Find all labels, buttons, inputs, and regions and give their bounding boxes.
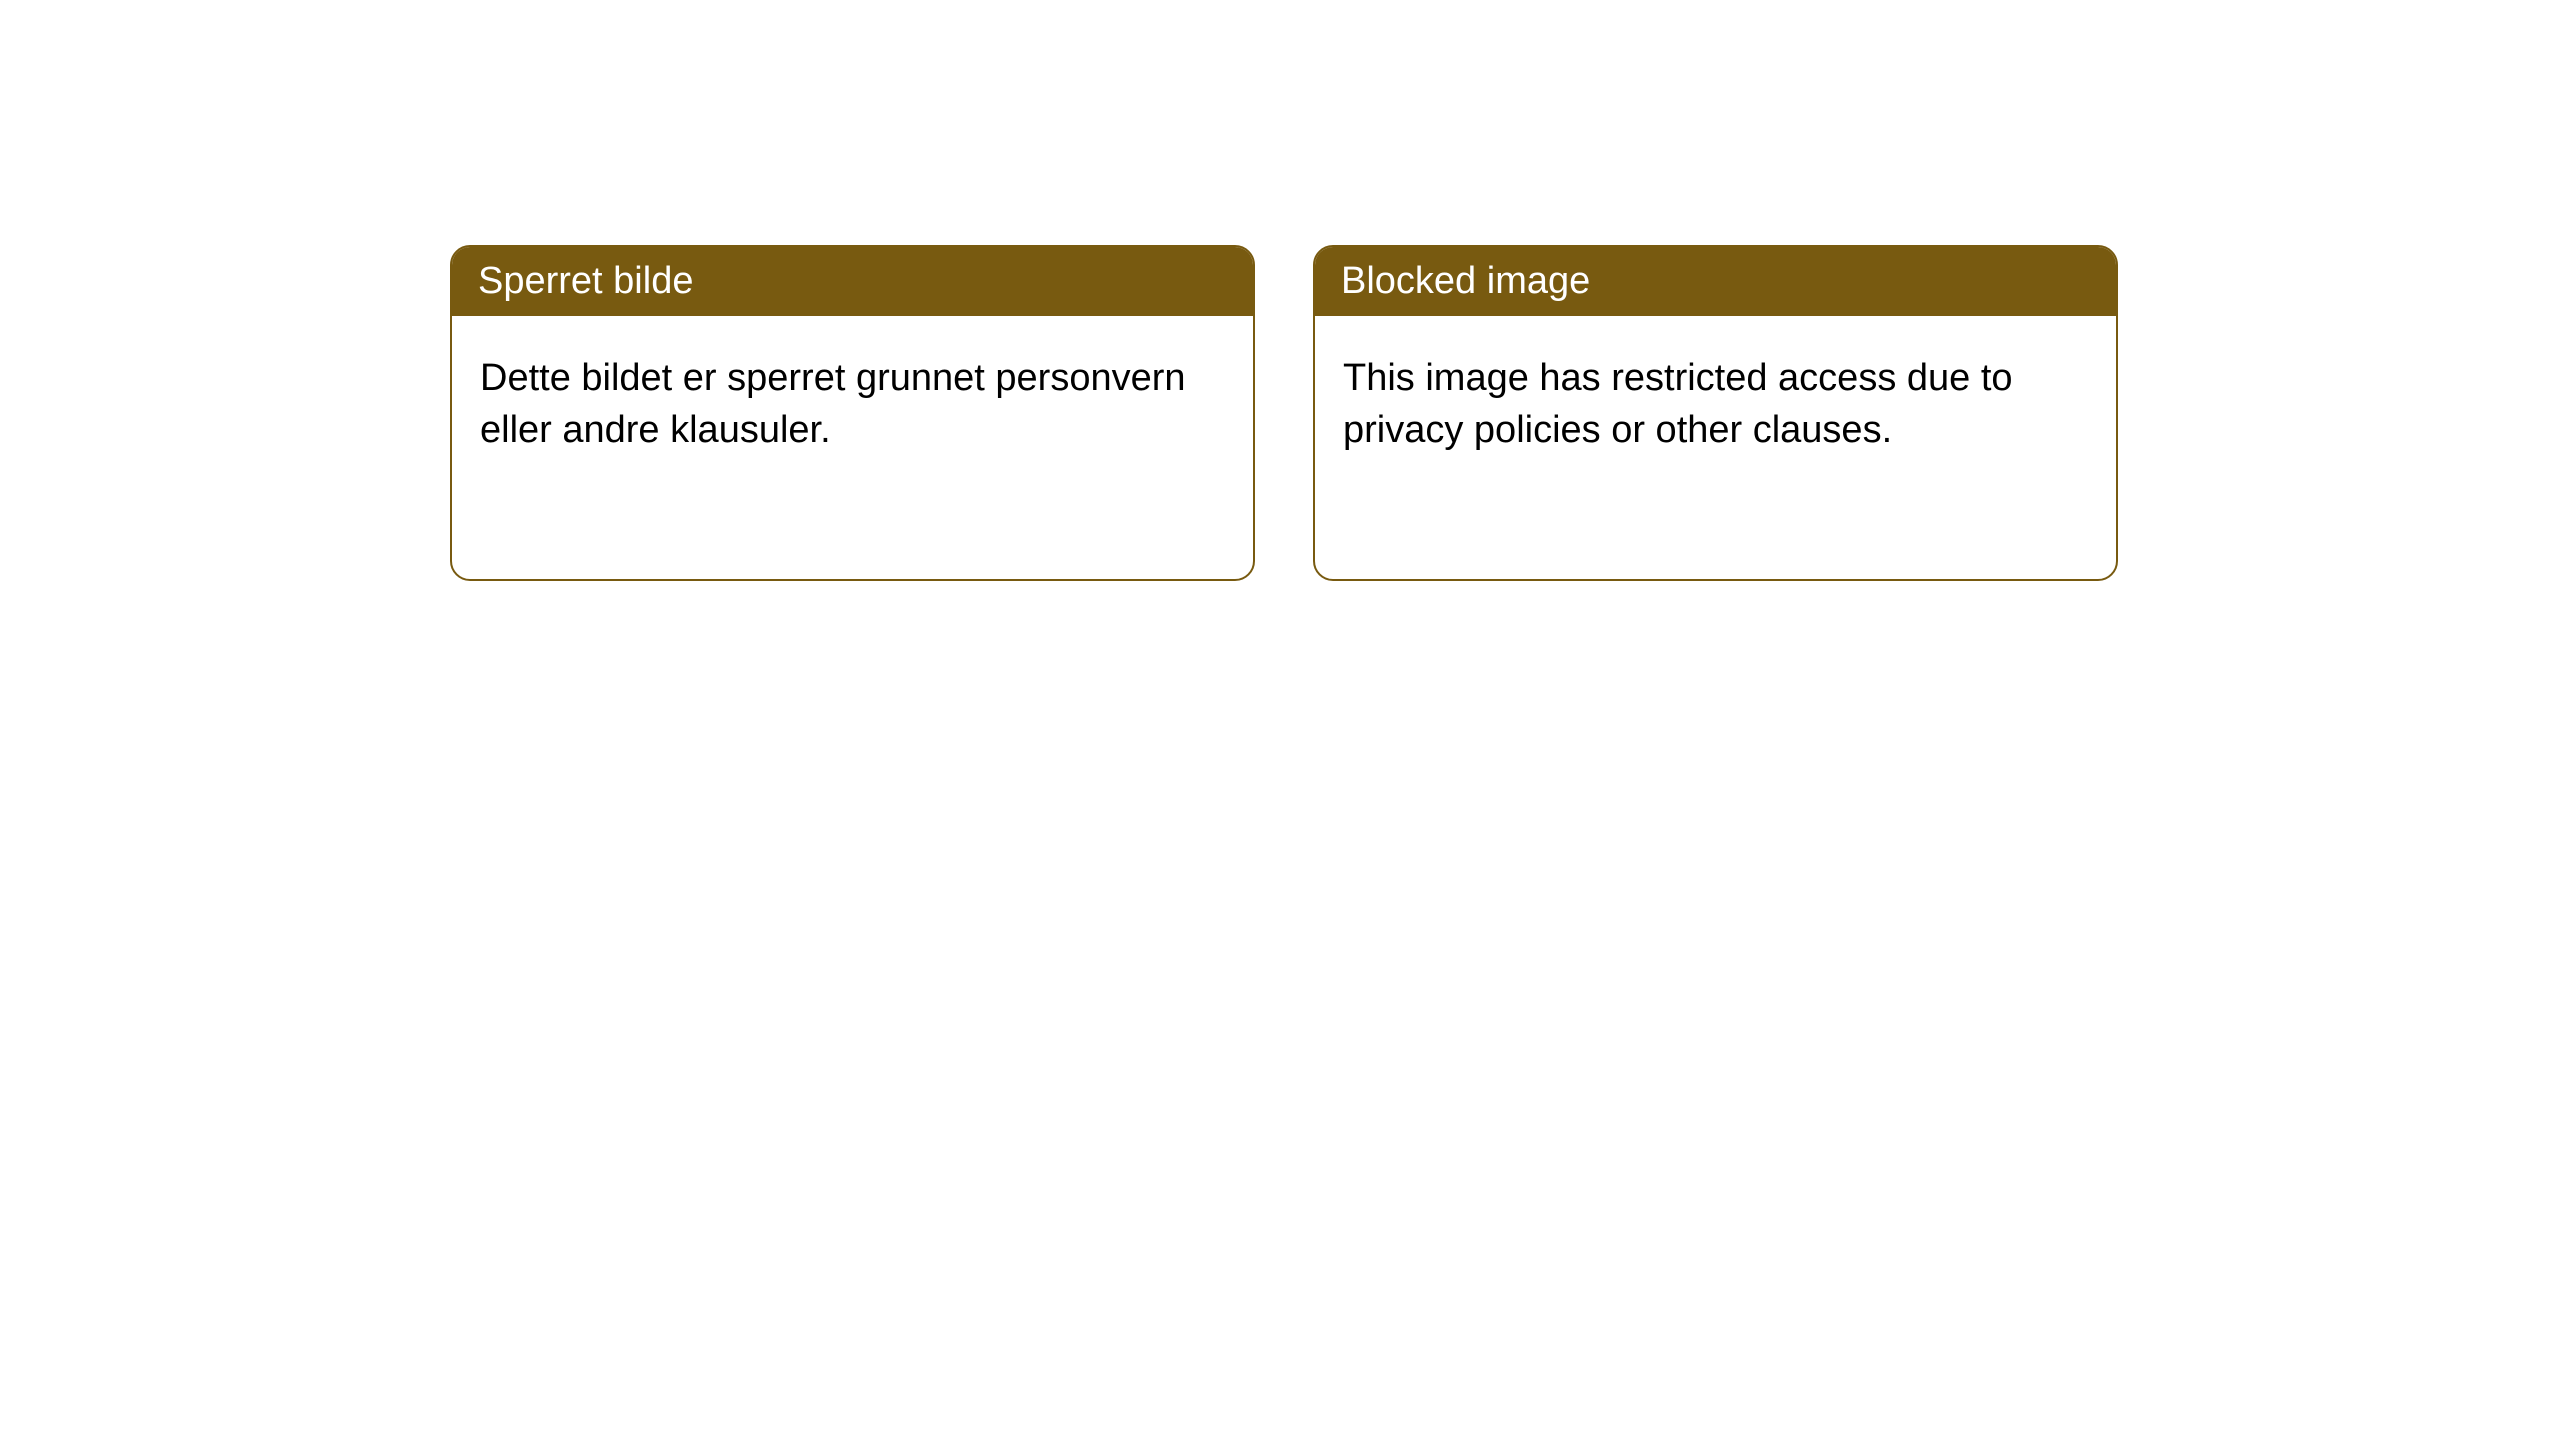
card-title: Sperret bilde [478,260,693,302]
card-header: Blocked image [1315,247,2116,316]
card-body: Dette bildet er sperret grunnet personve… [452,316,1253,492]
blocked-image-card-english: Blocked image This image has restricted … [1313,245,2118,581]
card-body: This image has restricted access due to … [1315,316,2116,492]
blocked-image-card-norwegian: Sperret bilde Dette bildet er sperret gr… [450,245,1255,581]
card-title: Blocked image [1341,260,1590,302]
card-body-text: Dette bildet er sperret grunnet personve… [480,357,1186,451]
card-body-text: This image has restricted access due to … [1343,357,2013,451]
cards-container: Sperret bilde Dette bildet er sperret gr… [450,245,2560,581]
card-header: Sperret bilde [452,247,1253,316]
